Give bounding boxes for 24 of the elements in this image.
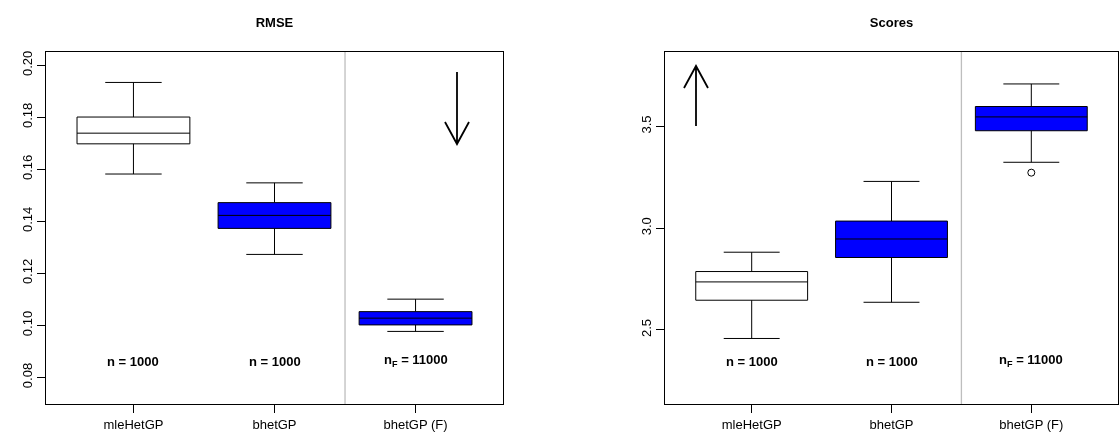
y-tick-label: 3.5 <box>638 115 654 134</box>
y-tick-label: 0.20 <box>19 50 35 76</box>
x-tick-label: bhetGP (F) <box>999 416 1064 432</box>
x-tick-label: bhetGP (F) <box>383 416 448 432</box>
annotation: n = 1000 <box>866 354 918 369</box>
x-tick-label: bhetGP <box>869 416 914 432</box>
y-tick-label: 0.18 <box>19 102 35 129</box>
x-tick-label: mleHetGP <box>103 416 164 432</box>
annotation: n$_{F}$ = 11000 <box>384 352 448 369</box>
chart-title: Scores <box>869 14 914 30</box>
annotation: n = 1000 <box>107 354 159 369</box>
y-tick-label: 0.16 <box>19 154 35 181</box>
y-tick-label: 0.08 <box>19 362 35 389</box>
annotation: n = 1000 <box>249 354 301 369</box>
x-tick-label: mleHetGP <box>721 416 782 432</box>
annotation: n = 1000 <box>726 354 778 369</box>
y-tick-label: 0.14 <box>19 206 35 233</box>
y-tick-label: 2.5 <box>638 318 654 338</box>
y-tick-label: 3.0 <box>638 217 654 236</box>
chart-title: RMSE <box>255 14 294 30</box>
y-tick-label: 0.12 <box>19 258 35 285</box>
y-tick-label: 0.10 <box>19 310 35 337</box>
annotation: n$_{F}$ = 11000 <box>999 352 1063 369</box>
x-tick-label: bhetGP <box>252 416 297 432</box>
